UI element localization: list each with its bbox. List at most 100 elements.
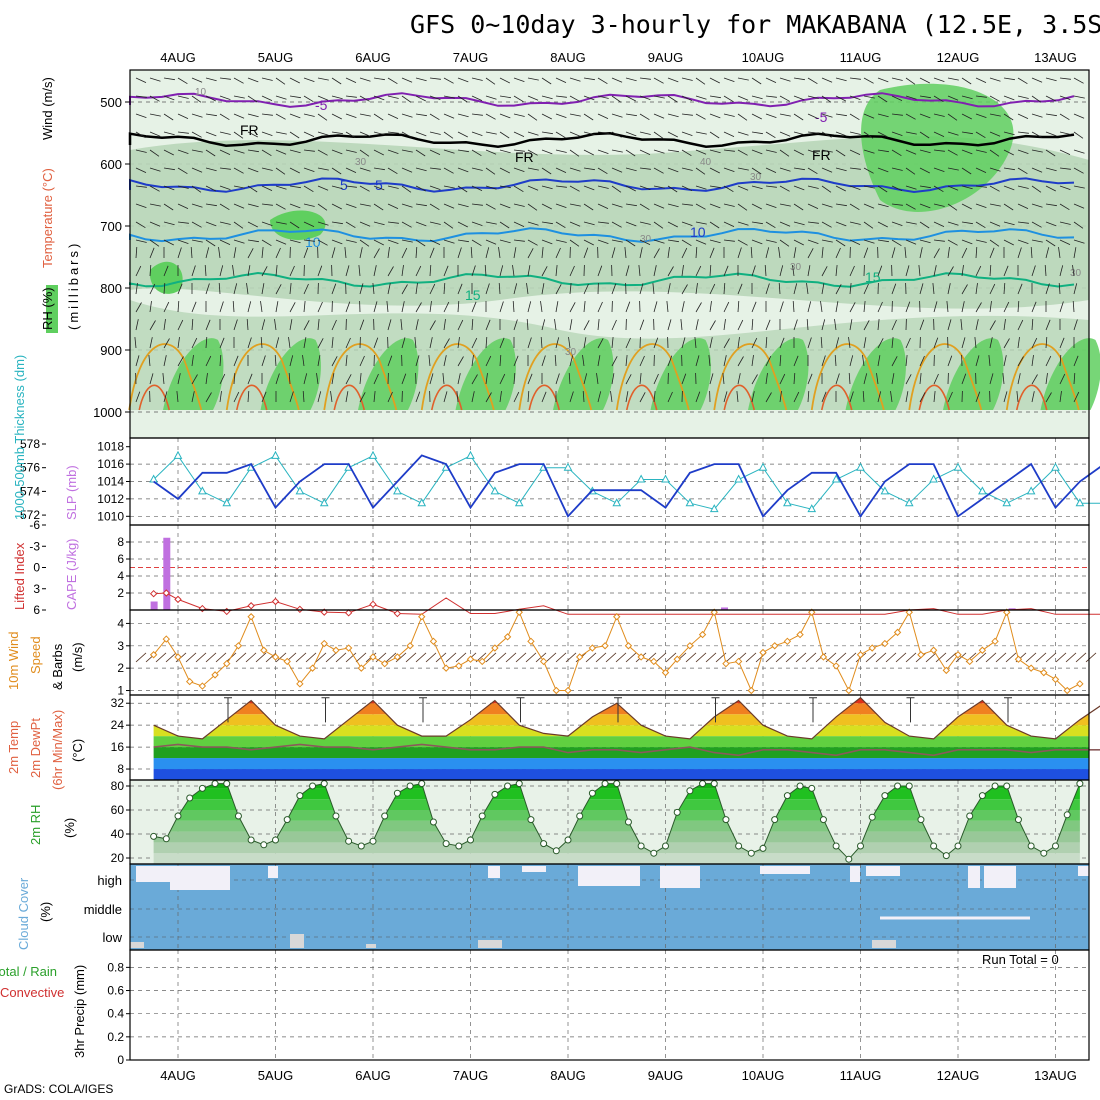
wind-barb — [569, 221, 581, 227]
wind-barb — [191, 203, 203, 208]
rh-plume — [943, 338, 1004, 410]
wind-barb — [191, 301, 197, 313]
wind10-barb — [1055, 652, 1067, 663]
temperature-contour — [129, 271, 1075, 288]
temperature-contour — [615, 343, 690, 411]
wind-barb — [877, 113, 889, 118]
wind-barb — [737, 185, 749, 191]
wind-barb — [317, 301, 323, 313]
wind-barb — [527, 221, 539, 226]
wind-barb — [513, 131, 525, 137]
wind-barb — [275, 203, 286, 210]
wind-barb — [653, 373, 659, 385]
wind-barb — [975, 203, 987, 208]
wind-barb — [135, 131, 146, 139]
wind-barb — [583, 239, 594, 246]
wind-barb — [1017, 337, 1020, 349]
wind-barb — [1003, 239, 1014, 246]
wind-barb — [709, 221, 720, 229]
wind-barb — [877, 391, 882, 403]
wind-barb — [793, 391, 800, 403]
wind-barb — [639, 355, 645, 367]
wind-barb — [863, 337, 867, 349]
wind-barb — [387, 203, 399, 209]
wind-barb — [232, 265, 235, 277]
wind-barb — [149, 264, 152, 277]
wind-barb — [779, 337, 785, 349]
wind-barb — [317, 338, 324, 349]
wind-barb — [1059, 391, 1062, 403]
cape-bar — [721, 607, 728, 610]
wind-barb — [653, 265, 657, 277]
wind-barb — [708, 355, 711, 367]
wind-barb — [947, 77, 959, 81]
wind-barb — [681, 149, 692, 157]
wind-barb — [345, 337, 351, 349]
rh2m-point — [576, 812, 584, 820]
wind-barb — [148, 355, 151, 367]
wind-barb — [821, 113, 833, 118]
wind10-axis-tick-label: 2 — [117, 661, 124, 675]
wind-barb — [163, 301, 170, 313]
wind-barb — [443, 319, 446, 331]
wind-barb — [457, 95, 468, 103]
wind10-point — [929, 646, 938, 654]
contour-label: FR — [515, 149, 534, 165]
cloud-break — [578, 866, 640, 886]
rh2m-point — [1063, 811, 1071, 819]
wind-barb — [359, 149, 370, 157]
wind-barb — [681, 373, 687, 385]
wind-barb — [415, 246, 418, 259]
wind-barb — [261, 355, 266, 367]
wind-barb — [219, 131, 231, 135]
thickness-point — [904, 498, 914, 507]
wind-barb — [219, 373, 226, 385]
rh2m-point — [942, 852, 950, 860]
wind-barb — [583, 337, 587, 349]
wind10-point — [149, 651, 158, 659]
wind-barb — [989, 247, 995, 259]
wind-barb — [807, 265, 811, 277]
contour-label: -5 — [815, 109, 828, 125]
wind10-barb — [315, 652, 327, 663]
date-label-top: 12AUG — [937, 50, 980, 65]
lifted-index-point — [393, 609, 402, 618]
wind-barb — [821, 266, 828, 277]
wind-barb — [667, 77, 679, 83]
wind-barb — [905, 77, 916, 85]
wind-barb — [975, 246, 978, 259]
wind-barb — [219, 354, 222, 367]
wind-barb — [162, 373, 165, 385]
wind-barb — [331, 247, 336, 259]
wind-barb — [597, 149, 609, 154]
precip-axis-tick-label: 0.8 — [107, 960, 124, 974]
wind-barb — [863, 239, 875, 244]
wind-barb — [737, 373, 741, 385]
wind-barb — [499, 131, 510, 139]
rh2m-point — [418, 780, 426, 788]
wind10-point — [905, 608, 913, 616]
wind-barb — [835, 373, 840, 385]
wind-barb — [345, 185, 357, 188]
wind-barb — [526, 318, 529, 331]
wind10-barb — [885, 652, 897, 663]
rh2m-axis-tick-label: 20 — [111, 851, 125, 865]
wind-barb — [611, 149, 623, 153]
rh2m-point — [747, 849, 755, 857]
wind-barb — [918, 265, 921, 277]
wind-barb — [359, 131, 371, 137]
wind-barb — [625, 185, 636, 192]
date-label-bottom: 12AUG — [937, 1068, 980, 1083]
wind10-line — [153, 610, 1081, 692]
wind-barb — [373, 113, 384, 121]
lifted-index-point — [320, 608, 328, 616]
wind10-point — [393, 653, 402, 661]
wind-barb — [751, 239, 763, 245]
wind-barb — [387, 391, 393, 403]
cloud-break — [488, 866, 500, 878]
panel-frame — [129, 524, 1090, 611]
wind10-barb — [495, 652, 507, 663]
date-label-bottom: 7AUG — [453, 1068, 488, 1083]
wind-barb — [807, 221, 819, 224]
wind-barb — [205, 319, 211, 331]
